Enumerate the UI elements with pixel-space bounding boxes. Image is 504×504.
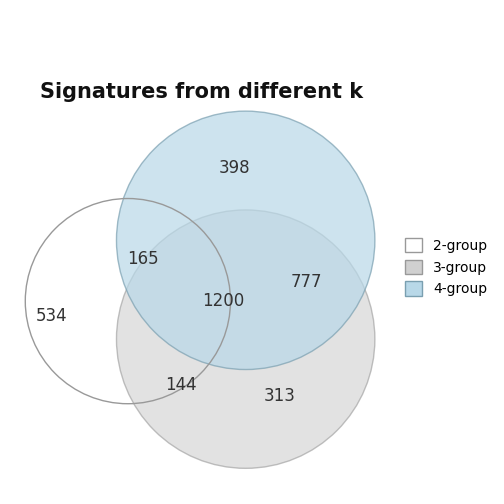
- Text: 398: 398: [218, 159, 250, 177]
- Legend: 2-group, 3-group, 4-group: 2-group, 3-group, 4-group: [405, 238, 487, 296]
- Text: 144: 144: [165, 375, 197, 394]
- Text: 534: 534: [36, 307, 68, 325]
- Text: 313: 313: [264, 387, 296, 405]
- Text: 777: 777: [291, 273, 322, 291]
- Text: 1200: 1200: [202, 292, 244, 310]
- Text: Signatures from different k: Signatures from different k: [40, 82, 363, 102]
- Circle shape: [116, 111, 375, 369]
- Circle shape: [116, 210, 375, 468]
- Text: 165: 165: [128, 250, 159, 268]
